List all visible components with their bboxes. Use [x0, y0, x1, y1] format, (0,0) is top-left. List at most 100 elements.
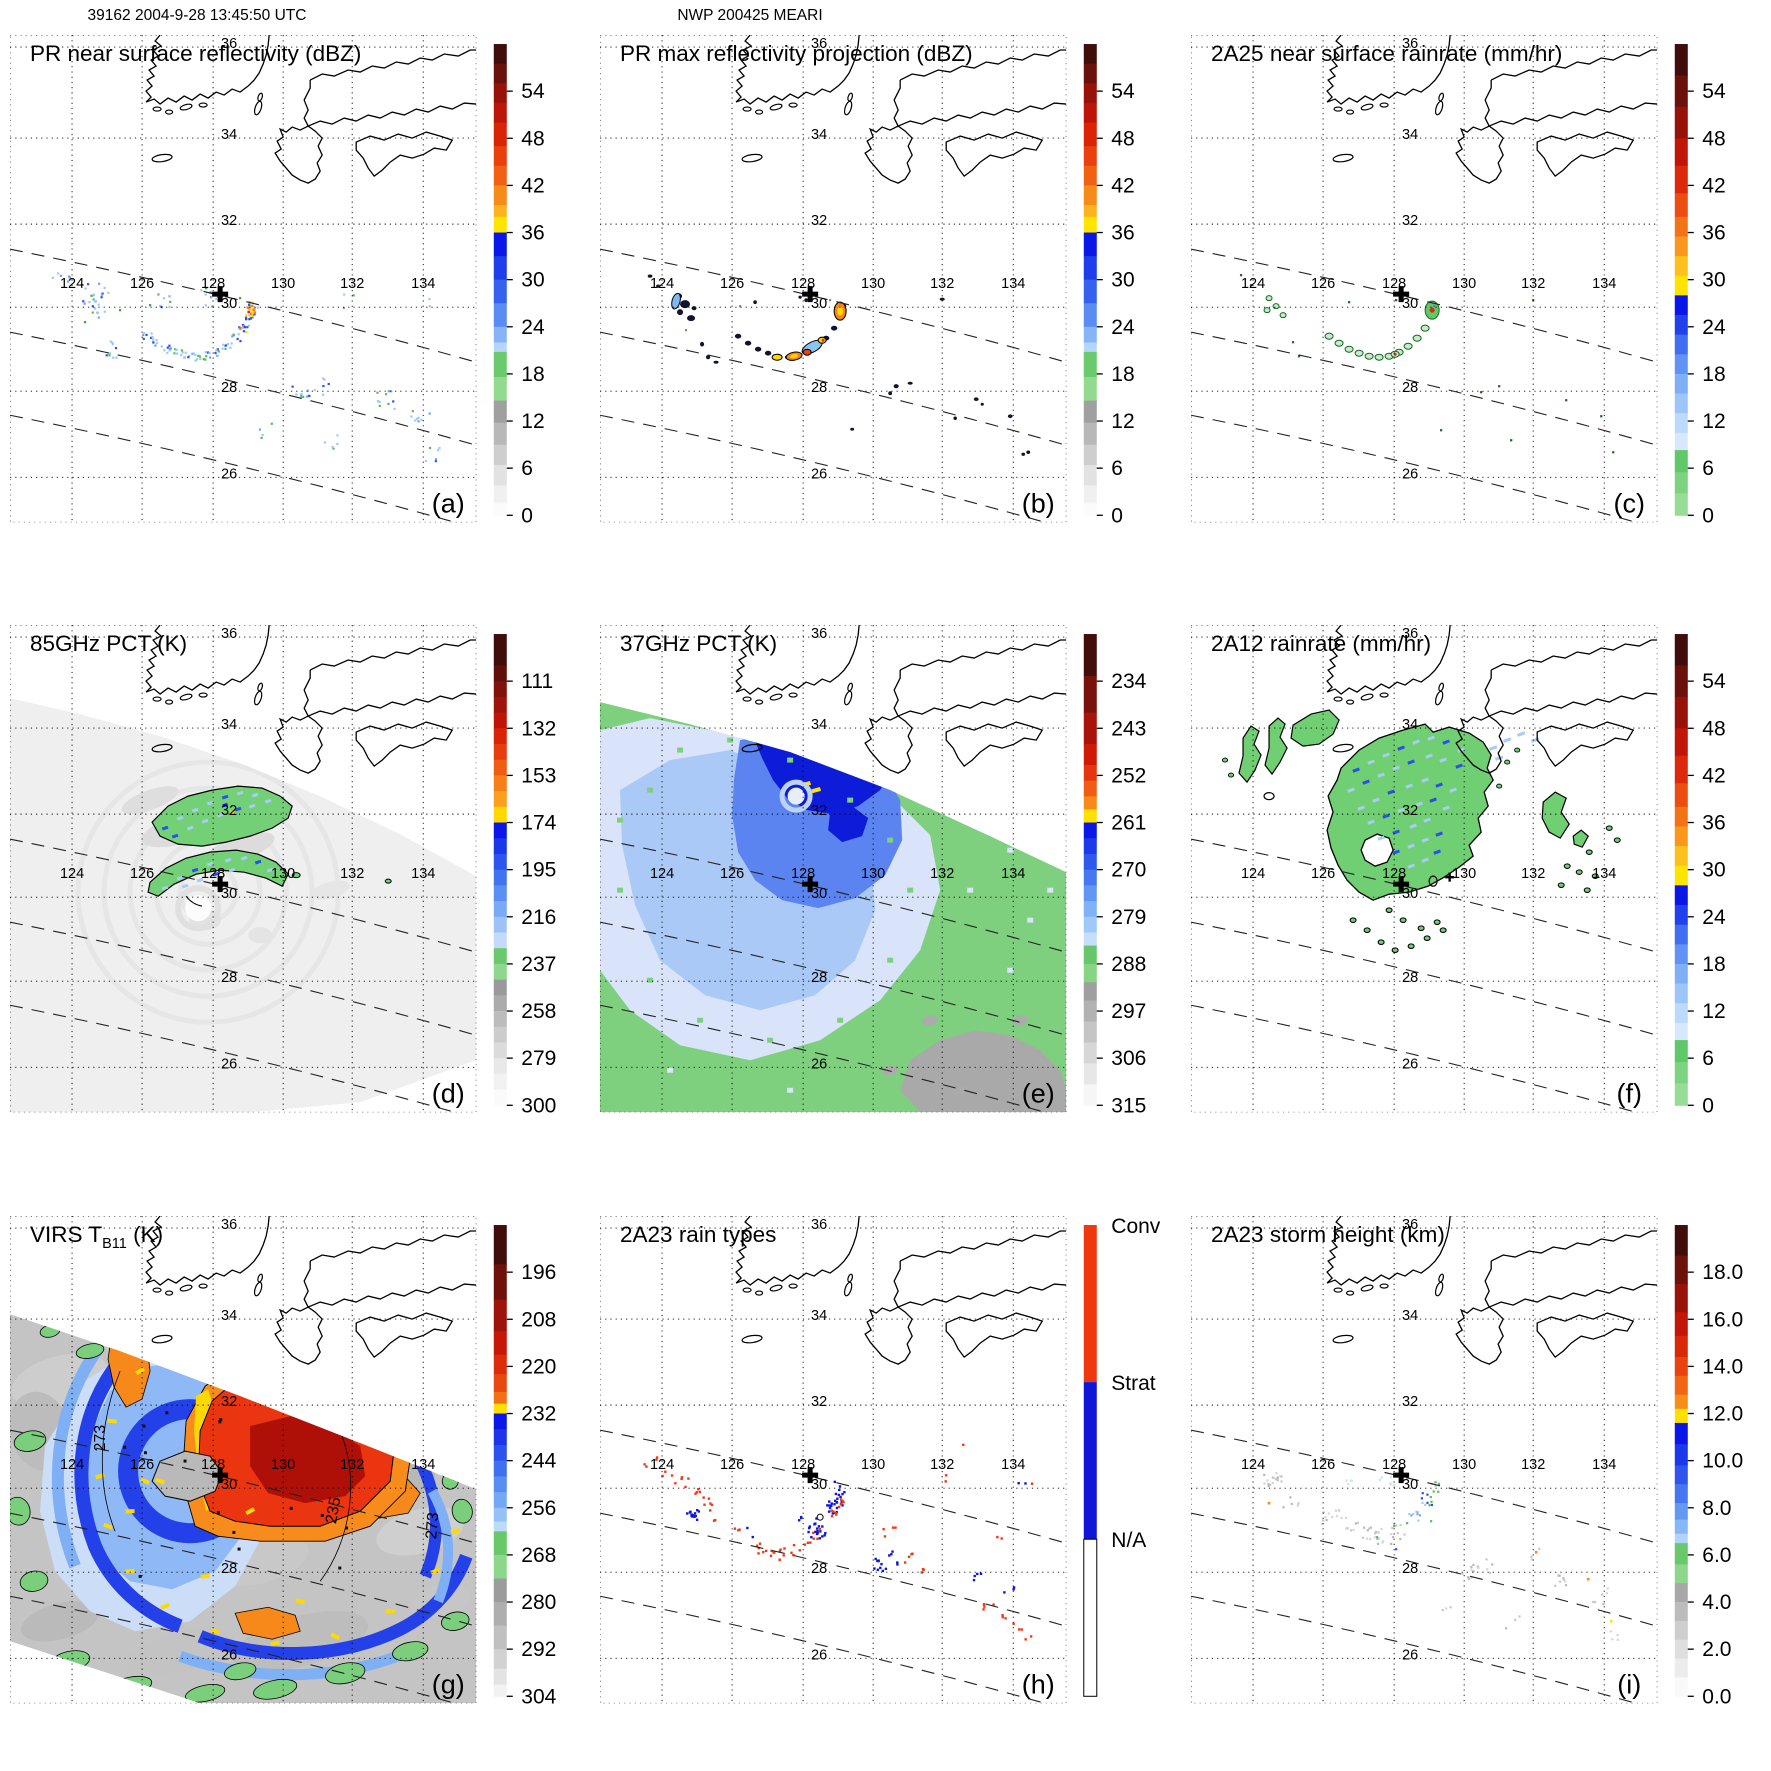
colorbar-label: Conv	[1112, 1215, 1162, 1238]
colorbar-tick-label: 42	[1702, 174, 1725, 197]
panel-letter: (d)	[432, 1079, 465, 1109]
colorbar-tick-label: 258	[521, 1000, 556, 1023]
lat-label: 36	[811, 1217, 827, 1233]
data-field	[10, 698, 477, 1113]
lon-label: 134	[1592, 1457, 1616, 1473]
colorbar-tick-label: 216	[521, 906, 556, 929]
lon-label: 132	[1521, 866, 1545, 882]
lat-label: 36	[221, 626, 237, 642]
storm-center-cross	[212, 876, 229, 893]
lon-label: 132	[340, 276, 364, 292]
colorbar-tick-label: 0	[1702, 504, 1714, 527]
colorbar-tick-label: 30	[1702, 269, 1725, 292]
lon-label: 132	[930, 276, 954, 292]
colorbar-tick-label: 234	[1112, 670, 1147, 693]
colorbar-tick-label: 36	[521, 222, 544, 245]
storm-center-cross	[802, 876, 819, 893]
coastline	[1325, 625, 1657, 775]
lon-label: 132	[930, 1457, 954, 1473]
panel-title: 2A23 storm height (km)	[1211, 1222, 1445, 1247]
colorbar-tick-label: 297	[1112, 1000, 1147, 1023]
lat-label: 26	[221, 466, 237, 482]
panel-d: 124 126 128 130 132 134 36 34 32 30 28 26 85GHz PCT …	[0, 590, 590, 1180]
lon-label: 124	[60, 866, 84, 882]
colorbar-tick-label: 315	[1112, 1095, 1147, 1118]
colorbar-tick-label: 8.0	[1702, 1496, 1731, 1519]
colorbar: Conv Strat N/A	[1083, 1215, 1162, 1697]
lat-label: 30	[221, 296, 237, 312]
colorbar-tick-label: 24	[521, 316, 545, 339]
lon-label: 126	[130, 1457, 154, 1473]
grid-lines	[600, 625, 1067, 1113]
panel-letter: (i)	[1617, 1669, 1641, 1699]
colorbar-tick-label: 111	[521, 670, 553, 693]
lon-label: 124	[1241, 866, 1265, 882]
colorbar-tick-label: 304	[521, 1685, 556, 1708]
colorbar-tick-label: 12	[1702, 1000, 1725, 1023]
lon-label: 134	[1001, 866, 1025, 882]
lat-label: 26	[811, 1647, 827, 1663]
colorbar-tick-label: 0.0	[1702, 1685, 1731, 1708]
colorbar-tick-label: 54	[1112, 80, 1136, 103]
lon-label: 124	[1241, 276, 1265, 292]
lon-label: 126	[1311, 866, 1335, 882]
lon-label: 132	[340, 1457, 364, 1473]
map-area	[1190, 35, 1657, 523]
lon-label: 130	[271, 276, 295, 292]
colorbar-tick-label: 12	[1702, 410, 1725, 433]
lat-label: 32	[221, 1394, 237, 1410]
grid-lines	[1190, 625, 1657, 1113]
lon-label: 130	[1452, 1457, 1476, 1473]
contour-label: 273	[423, 1511, 442, 1539]
storm-center-cross	[1392, 286, 1409, 303]
colorbar: 54 48 42 36 30 24 18 12 6 0	[493, 44, 545, 527]
map-area	[10, 35, 477, 523]
coastline	[735, 35, 1067, 184]
colorbar-tick-label: 36	[1112, 222, 1135, 245]
lon-label: 126	[130, 866, 154, 882]
data-field	[1221, 709, 1621, 954]
colorbar-tick-label: 292	[521, 1638, 556, 1661]
colorbar-tick-label: 18	[521, 363, 544, 386]
lat-label: 26	[811, 1057, 827, 1073]
colorbar-tick-label: 268	[521, 1544, 556, 1567]
colorbar-tick-label: 261	[1112, 812, 1147, 835]
lat-label: 30	[221, 886, 237, 902]
colorbar-tick-label: 270	[1112, 859, 1147, 882]
panel-i: 124 126 128 130 132 134 36 34 32 30 28 26 2A23 storm…	[1181, 1181, 1771, 1771]
storm-center-cross	[1392, 1466, 1409, 1483]
colorbar-label: N/A	[1112, 1529, 1147, 1552]
lon-label: 130	[271, 1457, 295, 1473]
colorbar-tick-label: 24	[1702, 316, 1726, 339]
lat-label: 26	[221, 1057, 237, 1073]
panel-title: 2A25 near surface rainrate (mm/hr)	[1211, 41, 1562, 66]
grid-lines	[600, 1215, 1067, 1703]
colorbar-tick-label: 6	[1112, 457, 1124, 480]
lat-label: 30	[811, 296, 827, 312]
lat-label: 30	[1402, 1477, 1418, 1493]
lat-label: 28	[221, 1561, 237, 1577]
colorbar-tick-label: 288	[1112, 953, 1147, 976]
lat-label: 30	[221, 1477, 237, 1493]
panel-letter: (b)	[1022, 488, 1055, 518]
lat-label: 34	[1402, 717, 1418, 733]
grid-lines	[10, 1215, 477, 1703]
data-field	[1262, 1471, 1619, 1641]
colorbar-tick-label: 300	[521, 1095, 556, 1118]
lon-label: 134	[1592, 866, 1616, 882]
map-area	[1190, 625, 1657, 1113]
lat-label: 34	[811, 1308, 827, 1324]
panel-h: 124 126 128 130 132 134 36 34 32 30 28 26 2A23 rain …	[590, 1181, 1180, 1771]
colorbar-tick-label: 18	[1112, 363, 1135, 386]
lon-label: 130	[1452, 276, 1476, 292]
lon-label: 134	[411, 276, 435, 292]
colorbar-tick-label: 6	[1702, 457, 1714, 480]
lat-label: 36	[1402, 1217, 1418, 1233]
lon-label: 130	[271, 866, 295, 882]
